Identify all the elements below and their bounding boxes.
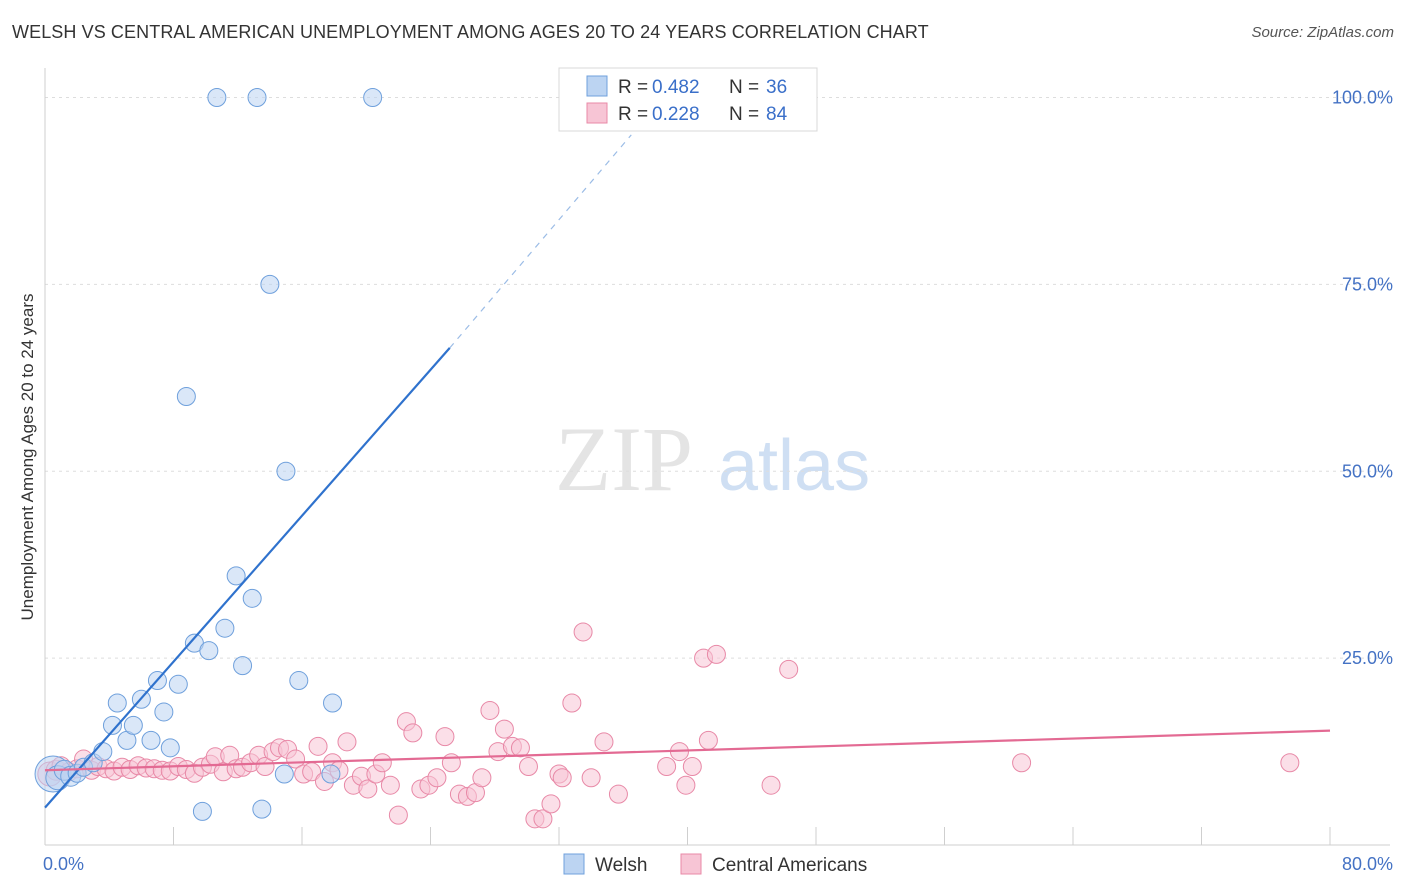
y-tick-label: 100.0%	[1332, 88, 1393, 108]
welsh-point	[215, 618, 235, 638]
welsh-point	[276, 461, 296, 481]
legend-welsh-r-value: 0.482	[652, 77, 700, 98]
central-americans-point	[1012, 753, 1032, 773]
welsh-point	[323, 693, 343, 713]
central-americans-point	[594, 732, 614, 752]
central-americans-point	[779, 659, 799, 679]
central-americans-trend-line	[44, 729, 1331, 772]
welsh-point	[168, 674, 188, 694]
x-tick-label: 0.0%	[43, 854, 84, 874]
legend-central-r-value: 0.228	[652, 104, 700, 125]
welsh-point	[289, 671, 309, 691]
central-americans-point	[533, 809, 553, 829]
welsh-point	[247, 88, 267, 107]
correlation-legend: R = 0.482 N = 36 R = 0.228 N = 84	[558, 67, 818, 132]
legend-welsh-n-value: 36	[766, 77, 787, 98]
central-americans-point	[255, 757, 275, 777]
central-americans-points	[37, 622, 1300, 829]
welsh-point	[260, 274, 280, 294]
central-americans-point	[608, 784, 628, 804]
welsh-point	[107, 693, 127, 713]
central-americans-point	[480, 700, 500, 720]
central-americans-point	[388, 805, 408, 825]
central-americans-point	[657, 757, 677, 777]
central-americans-point	[552, 768, 572, 788]
central-americans-point	[358, 779, 378, 799]
welsh-points	[34, 88, 383, 821]
bottom-legend-central: Central Americans	[712, 855, 867, 876]
trend-lines	[44, 134, 1331, 809]
central-americans-point	[403, 723, 423, 743]
central-americans-point	[518, 757, 538, 777]
watermark-zip: ZIP	[555, 408, 693, 510]
welsh-point	[233, 656, 253, 676]
legend-swatch-central	[586, 102, 608, 124]
y-tick-label: 75.0%	[1342, 274, 1393, 294]
legend-central-r-label: R =	[618, 104, 648, 125]
central-americans-point	[682, 757, 702, 777]
welsh-point	[141, 730, 161, 750]
watermark-atlas: atlas	[718, 426, 870, 506]
central-americans-point	[308, 736, 328, 756]
axes	[44, 68, 1390, 846]
legend-welsh-n-label: N =	[729, 77, 759, 98]
central-americans-point	[435, 727, 455, 747]
legend-swatch-welsh	[586, 75, 608, 97]
gridlines	[45, 97, 1390, 659]
welsh-point	[192, 801, 212, 821]
x-tick-label: 80.0%	[1342, 854, 1393, 874]
central-americans-point	[1280, 753, 1300, 773]
central-americans-point	[494, 719, 514, 739]
central-americans-point	[337, 732, 357, 752]
central-americans-point	[581, 768, 601, 788]
welsh-point	[274, 764, 294, 784]
central-americans-point	[562, 693, 582, 713]
y-tick-labels: 25.0% 50.0% 75.0% 100.0%	[1332, 88, 1393, 669]
central-americans-point	[698, 730, 718, 750]
central-americans-point	[706, 644, 726, 664]
central-americans-point	[541, 794, 561, 814]
legend-central-n-label: N =	[729, 104, 759, 125]
x-tick-labels: 0.0% 80.0%	[43, 854, 1393, 874]
central-americans-point	[372, 753, 392, 773]
bottom-legend-swatch-central	[680, 853, 702, 875]
central-americans-point	[761, 775, 781, 795]
welsh-point	[321, 764, 341, 784]
bottom-legend-welsh: Welsh	[595, 855, 647, 876]
welsh-point	[93, 742, 113, 762]
legend-welsh-r-label: R =	[618, 77, 648, 98]
welsh-point	[363, 88, 383, 107]
central-americans-point	[472, 768, 492, 788]
welsh-point	[154, 702, 174, 722]
y-axis-label: Unemployment Among Ages 20 to 24 years	[18, 294, 37, 621]
welsh-point	[242, 588, 262, 608]
welsh-trend-line	[44, 347, 451, 809]
central-americans-point	[573, 622, 593, 642]
central-americans-point	[676, 775, 696, 795]
chart-title: WELSH VS CENTRAL AMERICAN UNEMPLOYMENT A…	[12, 22, 929, 42]
legend-central-n-value: 84	[766, 104, 788, 125]
welsh-point	[160, 738, 180, 758]
y-tick-label: 25.0%	[1342, 648, 1393, 668]
welsh-point	[176, 387, 196, 406]
central-americans-point	[427, 768, 447, 788]
source-label: Source: ZipAtlas.com	[1251, 24, 1394, 41]
central-americans-point	[510, 738, 530, 758]
welsh-point	[207, 88, 227, 107]
welsh-point	[123, 715, 143, 735]
y-tick-label: 50.0%	[1342, 461, 1393, 481]
central-americans-point	[380, 775, 400, 795]
bottom-legend-swatch-welsh	[563, 853, 585, 875]
welsh-point	[199, 641, 219, 661]
welsh-point	[102, 715, 122, 735]
welsh-point	[226, 566, 246, 586]
series-legend: Welsh Central Americans	[563, 853, 867, 876]
welsh-trend-extension	[449, 134, 632, 349]
welsh-point	[252, 799, 272, 819]
